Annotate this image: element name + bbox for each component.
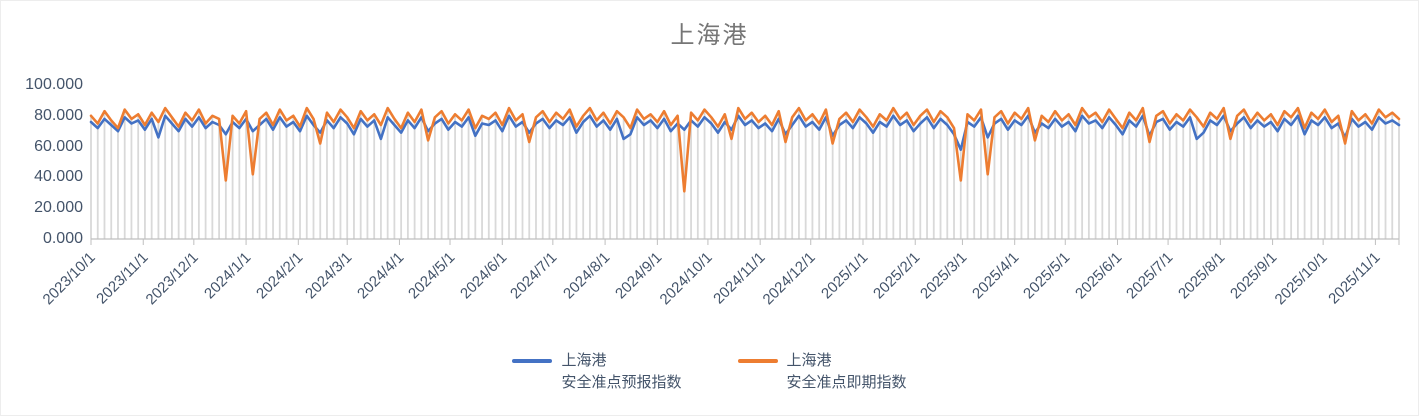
legend-label-line: 上海港 — [561, 352, 607, 369]
y-axis-tick-label: 80.000 — [34, 106, 83, 124]
legend-line-swatch — [737, 359, 778, 363]
legend-line-swatch — [512, 359, 553, 363]
y-axis-tick-label: 60.000 — [34, 137, 83, 155]
series-line — [89, 114, 1401, 151]
legend-label: 上海港安全准点即期指数 — [787, 350, 907, 394]
legend-label-line: 安全准点即期指数 — [786, 374, 907, 391]
chart-title: 上海港 — [670, 22, 749, 49]
y-axis-tick-label: 20.000 — [34, 199, 83, 217]
legend-label: 上海港安全准点预报指数 — [561, 350, 681, 394]
y-axis-tick-label: 40.000 — [34, 168, 83, 186]
legend-label-line: 上海港 — [786, 352, 832, 369]
legend-label-line: 安全准点预报指数 — [561, 374, 682, 391]
y-axis-tick-label: 0.000 — [42, 230, 83, 247]
y-axis-tick-label: 100.000 — [25, 76, 83, 93]
legend-item[interactable]: 上海港安全准点即期指数 — [737, 350, 907, 394]
chart-legend: 上海港 安全准点预报指数 上海港 安全准点即期指数 — [1, 350, 1418, 394]
series-line — [89, 106, 1401, 193]
legend-item[interactable]: 上海港安全准点预报指数 — [512, 350, 682, 394]
